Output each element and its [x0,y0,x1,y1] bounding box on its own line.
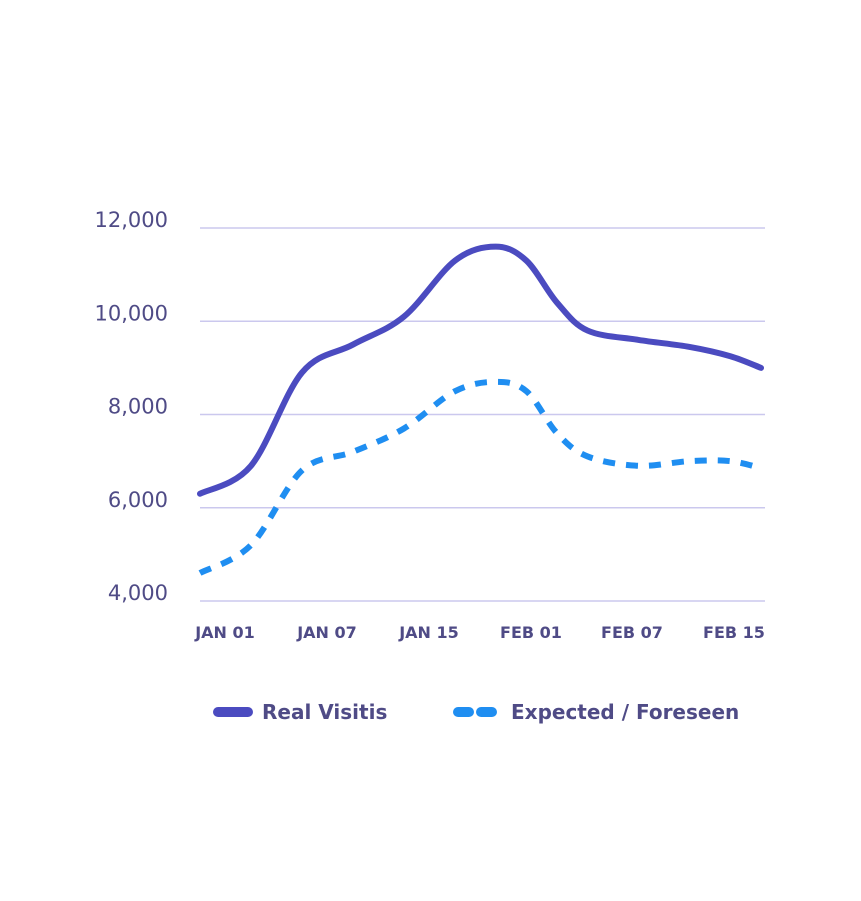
series-line-real [197,243,764,497]
legend-label-expected: Expected / Foreseen [511,700,739,724]
series-lines [197,243,764,576]
y-tick-label: 4,000 [108,581,168,605]
y-axis-tick-labels: 12,000 10,000 8,000 6,000 4,000 [95,208,168,605]
x-axis-tick-labels: JAN 01 JAN 07 JAN 15 FEB 01 FEB 07 FEB 15 [194,623,765,642]
x-tick-label: JAN 07 [296,623,357,642]
y-tick-label: 10,000 [95,301,168,325]
x-tick-label: FEB 15 [703,623,765,642]
legend: Real Visitis Expected / Foreseen [213,700,739,724]
x-tick-label: FEB 07 [601,623,663,642]
x-tick-label: JAN 15 [398,623,459,642]
y-tick-label: 8,000 [108,395,168,419]
legend-label-real: Real Visitis [262,700,387,724]
grid-lines [200,227,765,602]
y-tick-label: 6,000 [108,488,168,512]
x-tick-label: FEB 01 [500,623,562,642]
y-tick-label: 12,000 [95,208,168,232]
x-tick-label: JAN 01 [194,623,255,642]
series-line-expected [198,378,762,576]
